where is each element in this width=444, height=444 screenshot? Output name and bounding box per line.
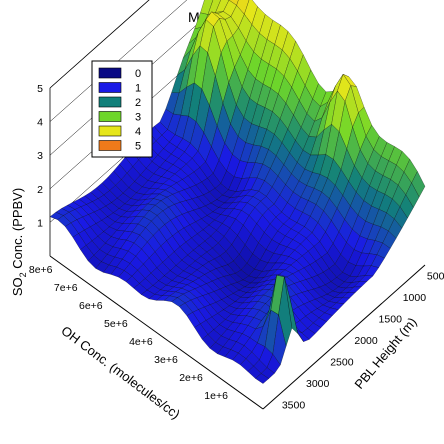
x-tick-label: 3e+6 (154, 354, 178, 366)
legend-label: 3 (135, 112, 141, 124)
legend-label: 5 (135, 141, 141, 153)
x-tick-label: 5e+6 (104, 318, 128, 330)
y-tick-label: 3500 (282, 400, 306, 412)
legend-swatch (98, 125, 122, 137)
legend: 0 1 2 3 4 5 (91, 60, 153, 158)
legend-swatch (98, 96, 122, 108)
x-tick-label: 8e+6 (29, 264, 53, 276)
y-axis-label: PBL Height (m) (351, 314, 419, 391)
gridline (49, 0, 188, 122)
y-tick-label: 500 (427, 271, 444, 283)
axis-edge (49, 255, 264, 410)
y-tick-label: 2500 (330, 357, 354, 369)
x-tick-label: 4e+6 (129, 336, 153, 348)
surface-cell (255, 373, 270, 384)
z-tick-label: 1 (37, 217, 43, 229)
legend-label: 1 (135, 83, 141, 95)
z-tick-label: 4 (37, 117, 43, 129)
legend-swatch (98, 111, 122, 122)
gridline (49, 0, 150, 89)
legend-swatch (98, 82, 122, 93)
x-tick-label: 6e+6 (79, 300, 103, 312)
y-tick-label: 1500 (379, 314, 403, 326)
legend-label: 0 (135, 68, 141, 80)
x-tick-label: 1e+6 (204, 390, 228, 402)
legend-label: 4 (135, 126, 141, 138)
legend-label: 2 (135, 97, 141, 109)
y-tick-label: 1000 (403, 292, 427, 304)
x-tick-label: 2e+6 (179, 372, 203, 384)
z-axis-label: SO2 Conc. (PPBV) (10, 188, 28, 296)
surface-mesh (49, 0, 426, 384)
z-tick-label: 2 (37, 184, 43, 196)
y-tick-label: 3000 (306, 378, 330, 390)
legend-swatch (98, 67, 122, 79)
z-tick-label: 3 (37, 150, 43, 162)
y-tick-label: 2000 (354, 335, 378, 347)
x-tick-label: 7e+6 (54, 282, 78, 294)
axis-edge (262, 264, 426, 410)
z-tick-label: 5 (37, 83, 43, 95)
axis-ticks: 1e+62e+63e+64e+65e+66e+67e+68e+650010001… (29, 83, 444, 412)
legend-swatch (98, 140, 122, 151)
